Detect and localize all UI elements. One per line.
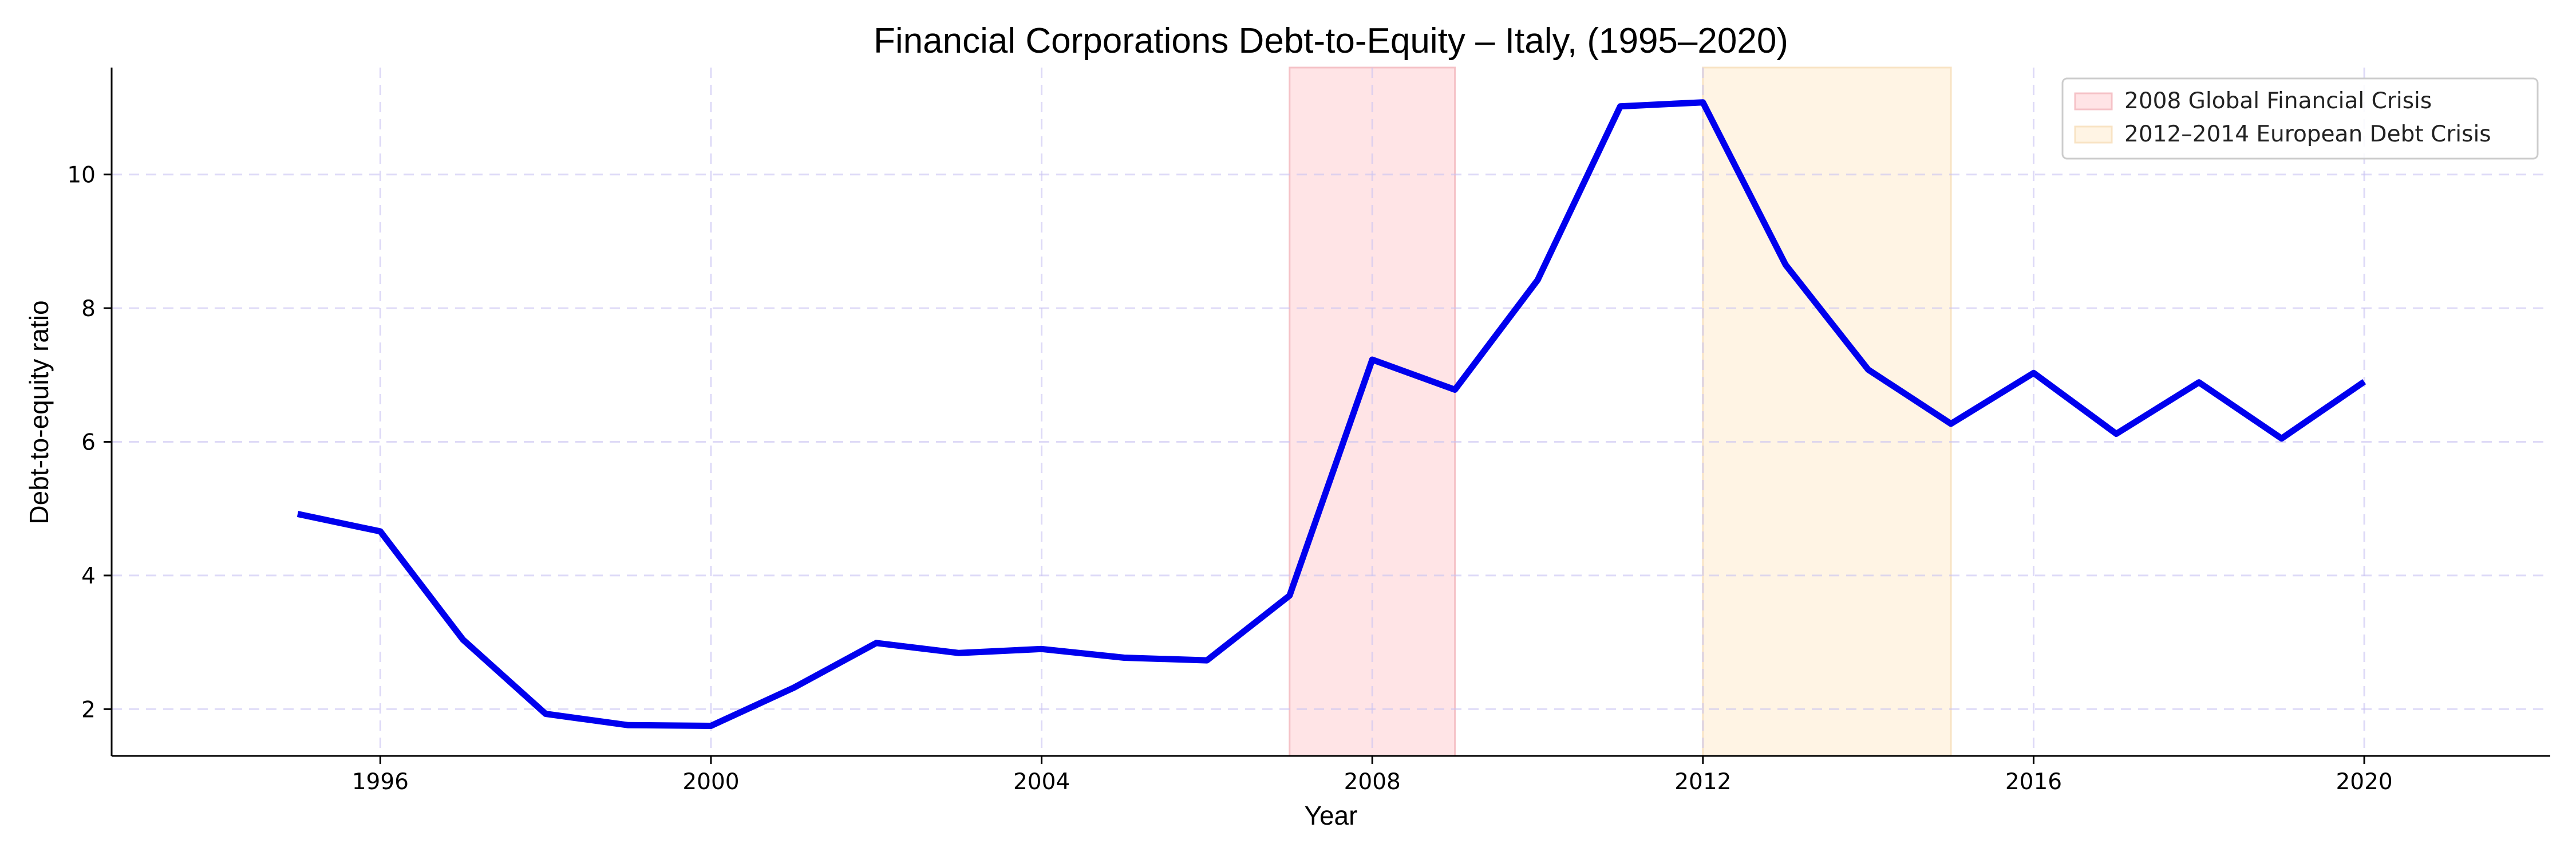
series-line-1: [297, 99, 2366, 729]
legend-swatch-1: [2074, 92, 2113, 111]
y-tick-label-10: 10: [67, 163, 96, 188]
y-tick-label-4: 4: [81, 564, 96, 589]
x-tick-label-2008: 2008: [1344, 769, 1401, 795]
y-tick-label-6: 6: [81, 430, 96, 456]
x-tick-label-2000: 2000: [682, 769, 739, 795]
y-tick-label-8: 8: [81, 296, 96, 322]
x-tick-label-2012: 2012: [1674, 769, 1731, 795]
legend-label-1: 2008 Global Financial Crisis: [2124, 88, 2432, 114]
x-tick-label-2016: 2016: [2005, 769, 2062, 795]
ticks: 1996 2000 2004 2008 2012 2016 2020 2 4 6 8 10: [67, 163, 2392, 795]
legend: 2008 Global Financial Crisis 2012–2014 Eu…: [2061, 77, 2539, 160]
x-axis-label: Year: [1305, 801, 1358, 830]
legend-swatch-2: [2074, 125, 2113, 144]
y-tick-label-2: 2: [81, 697, 96, 723]
series: [297, 99, 2366, 729]
chart-title: Financial Corporations Debt-to-Equity – …: [874, 21, 1788, 61]
legend-label-2: 2012–2014 European Debt Crisis: [2124, 121, 2491, 147]
x-tick-label-1996: 1996: [352, 769, 409, 795]
shaded-regions: [1289, 66, 1952, 757]
y-axis-label: Debt-to-equity ratio: [24, 300, 54, 524]
axes: [110, 68, 2550, 757]
grid: [112, 68, 2550, 756]
legend-box: [2061, 77, 2539, 160]
x-tick-label-2004: 2004: [1013, 769, 1070, 795]
x-tick-label-2020: 2020: [2336, 769, 2392, 795]
